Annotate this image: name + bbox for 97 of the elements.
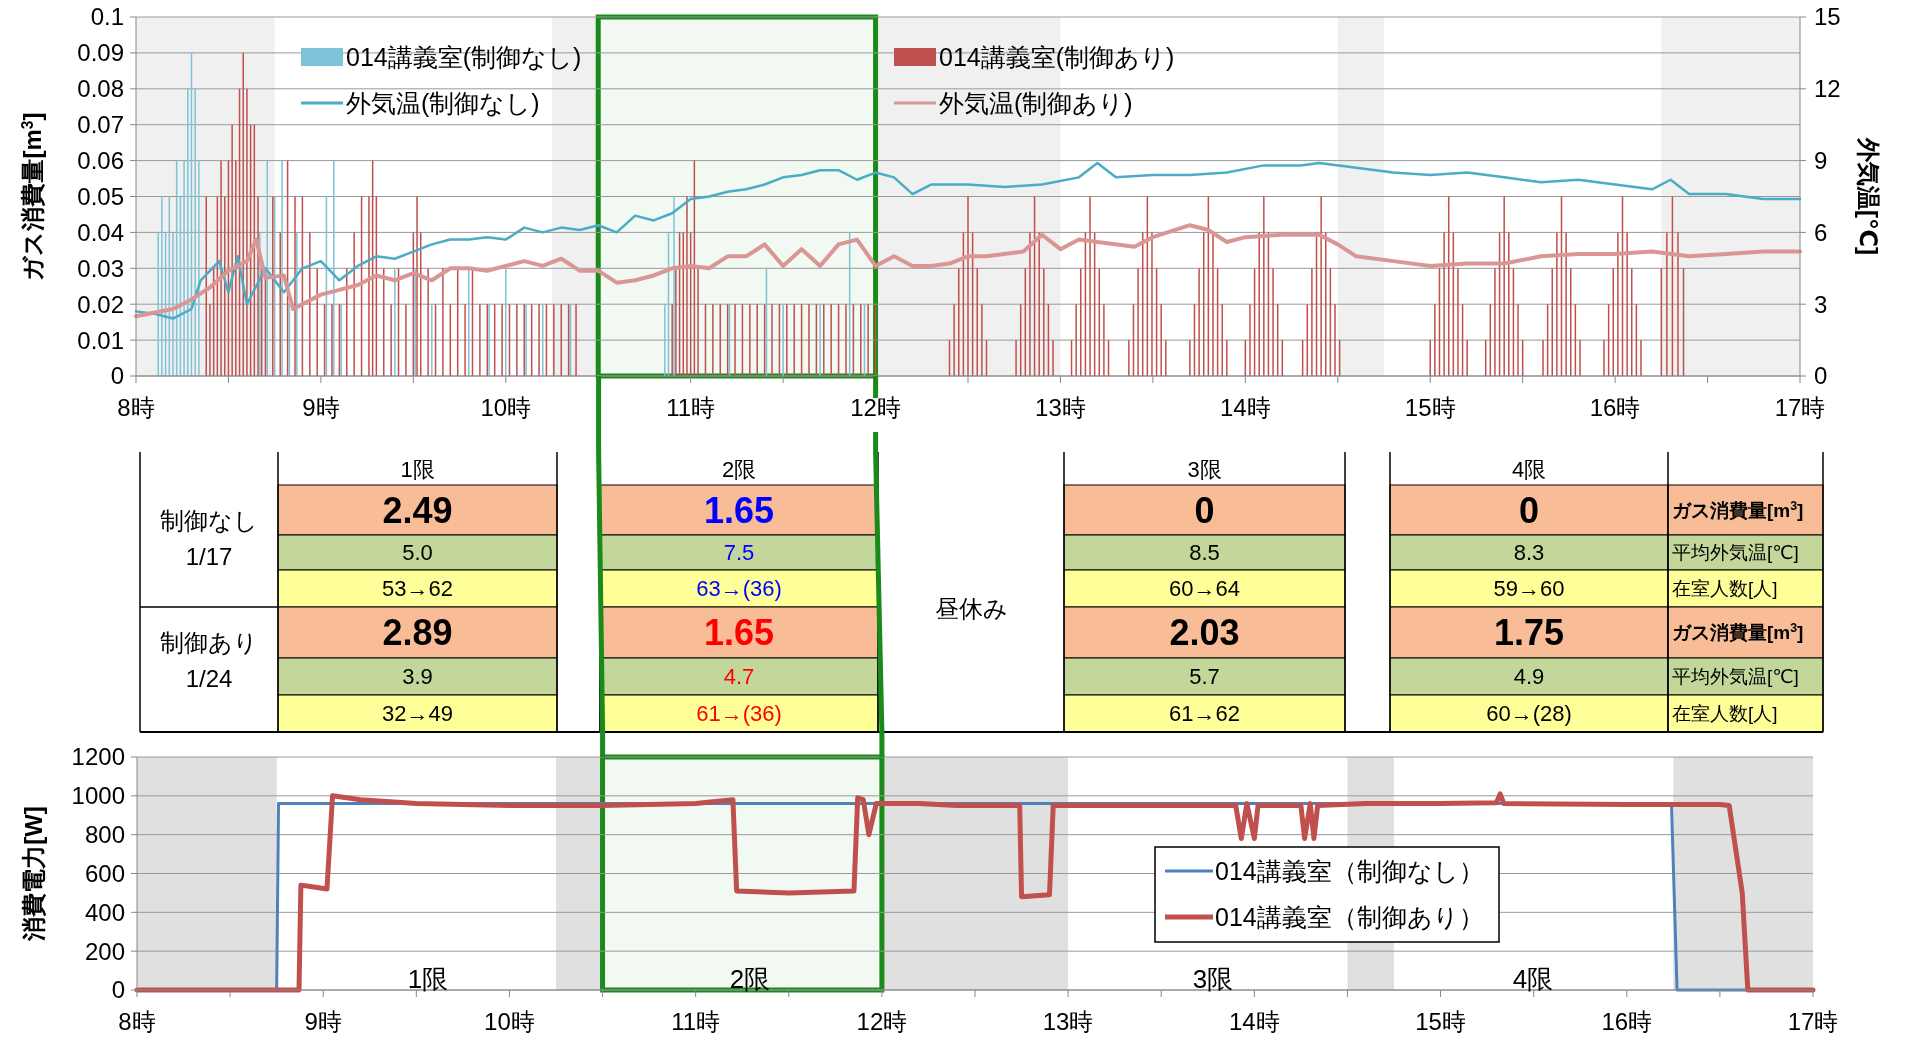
category-label: 2限 xyxy=(721,457,757,482)
y-tick-label: 0.08 xyxy=(77,75,124,103)
y-tick-label: 0 xyxy=(111,976,125,1004)
x-tick-label: 12時 xyxy=(850,394,901,421)
x-tick-label: 16時 xyxy=(1601,1008,1653,1035)
legend-label: 外気温(制御なし) xyxy=(346,89,540,117)
x-tick-label: 8時 xyxy=(117,394,155,421)
legend-label: 014講義室（制御あり） xyxy=(1215,903,1484,931)
text: 4.7 xyxy=(723,664,755,690)
text: 2.49 xyxy=(382,489,453,531)
text: 1/17 xyxy=(185,543,233,570)
text: 0 xyxy=(1518,489,1540,531)
text: 7.5 xyxy=(723,540,755,566)
legend-label: 014講義室(制御あり) xyxy=(939,43,1175,71)
x-tick-label: 14時 xyxy=(1228,1008,1280,1035)
text: 2.03 xyxy=(1169,612,1240,654)
text: 63→(36) xyxy=(696,576,782,602)
x-tick-label: 10時 xyxy=(484,1008,535,1035)
text: 昼休み xyxy=(934,595,1008,623)
category-label: 3限 xyxy=(1187,457,1222,482)
x-tick-label: 13時 xyxy=(1035,394,1086,421)
annotation: 4限 xyxy=(1512,964,1554,994)
y-tick-label: 0.09 xyxy=(77,39,124,67)
text: 8.3 xyxy=(1513,540,1545,566)
x-tick-label: 15時 xyxy=(1415,1008,1466,1035)
text: 1.75 xyxy=(1493,612,1565,654)
y-tick-label: 0.1 xyxy=(90,3,124,31)
x-tick-label: 16時 xyxy=(1589,394,1641,421)
y-tick-label: 0.07 xyxy=(77,111,124,139)
text: 制御あり xyxy=(160,629,258,656)
x-tick-label: 9時 xyxy=(302,394,340,421)
x-tick-label: 17時 xyxy=(1774,394,1826,421)
y-tick-label: 0.03 xyxy=(77,254,124,282)
line-series xyxy=(134,223,1802,319)
category-label: 平均外気温[℃] xyxy=(1672,666,1799,688)
category-label: 平均外気温[℃] xyxy=(1672,542,1799,564)
text: 60→64 xyxy=(1169,576,1240,602)
annotation: 3限 xyxy=(1192,964,1234,994)
text: 8.5 xyxy=(1189,540,1220,566)
text: 3.9 xyxy=(402,664,433,690)
category-label: 1限 xyxy=(400,457,435,482)
text: 5.0 xyxy=(402,540,433,566)
category-label: 4限 xyxy=(1511,457,1547,482)
legend-label: 014講義室(制御なし) xyxy=(346,43,582,71)
category-label: 在室人数[人] xyxy=(1672,703,1778,725)
y-tick-label: 800 xyxy=(84,821,125,849)
text: 5.7 xyxy=(1189,664,1220,690)
annotation: 2限 xyxy=(729,964,771,994)
category-label: ガス消費量[m$^{3}$] xyxy=(1672,498,1804,521)
legend-label: 014講義室（制御なし） xyxy=(1215,857,1484,885)
x-tick-label: 11時 xyxy=(671,1008,721,1035)
y2-tick-label: 12 xyxy=(1814,75,1841,103)
y2-tick-label: 9 xyxy=(1814,147,1828,174)
text: 1.65 xyxy=(703,612,775,654)
line-series xyxy=(134,161,1802,320)
y-tick-label: 0.04 xyxy=(77,218,124,246)
y2-tick-label: 6 xyxy=(1814,218,1828,246)
x-tick-label: 9時 xyxy=(304,1008,342,1035)
y-tick-label: 200 xyxy=(84,937,125,965)
legend-label: 外気温(制御あり) xyxy=(939,89,1133,117)
text: 2.89 xyxy=(382,612,453,654)
text: 4.9 xyxy=(1513,664,1545,690)
annotation: 1限 xyxy=(407,964,449,994)
y-tick-label: 0.01 xyxy=(77,326,124,354)
y-tick-label: 1000 xyxy=(71,782,125,810)
text: 1.65 xyxy=(703,489,775,531)
y-tick-label: 0 xyxy=(110,362,124,390)
y-tick-label: 600 xyxy=(84,859,125,887)
text: 32→49 xyxy=(382,701,453,727)
text: 1/24 xyxy=(185,665,233,692)
y-tick-label: 400 xyxy=(84,898,125,926)
text: 60→(28) xyxy=(1486,701,1572,727)
text: 0 xyxy=(1194,489,1215,531)
x-tick-label: 10時 xyxy=(480,394,532,421)
x-tick-label: 17時 xyxy=(1787,1008,1839,1035)
y2-tick-label: 0 xyxy=(1814,362,1828,390)
x-tick-label: 11時 xyxy=(666,394,716,421)
y-axis-title: 消費電力[W] xyxy=(20,806,47,942)
y2-axis-title: 外気温[℃] xyxy=(1855,136,1882,256)
text: 53→62 xyxy=(382,576,453,602)
y-tick-label: 0.05 xyxy=(77,182,124,210)
x-tick-label: 14時 xyxy=(1219,394,1271,421)
y-tick-label: 0.02 xyxy=(77,290,124,318)
category-label: 在室人数[人] xyxy=(1672,578,1778,600)
x-tick-label: 15時 xyxy=(1404,394,1456,421)
text: 61→(36) xyxy=(696,701,782,727)
y-tick-label: 1200 xyxy=(71,743,125,771)
category-label: ガス消費量[m$^{3}$] xyxy=(1672,621,1804,644)
y2-tick-label: 15 xyxy=(1814,3,1841,31)
x-tick-label: 12時 xyxy=(856,1008,908,1035)
text: 59→60 xyxy=(1493,576,1565,602)
y-tick-label: 0.06 xyxy=(77,147,124,174)
x-tick-label: 13時 xyxy=(1042,1008,1094,1035)
x-tick-label: 8時 xyxy=(118,1008,156,1035)
y2-tick-label: 3 xyxy=(1814,290,1828,318)
text: 61→62 xyxy=(1169,701,1240,727)
text: 制御なし xyxy=(160,507,258,534)
